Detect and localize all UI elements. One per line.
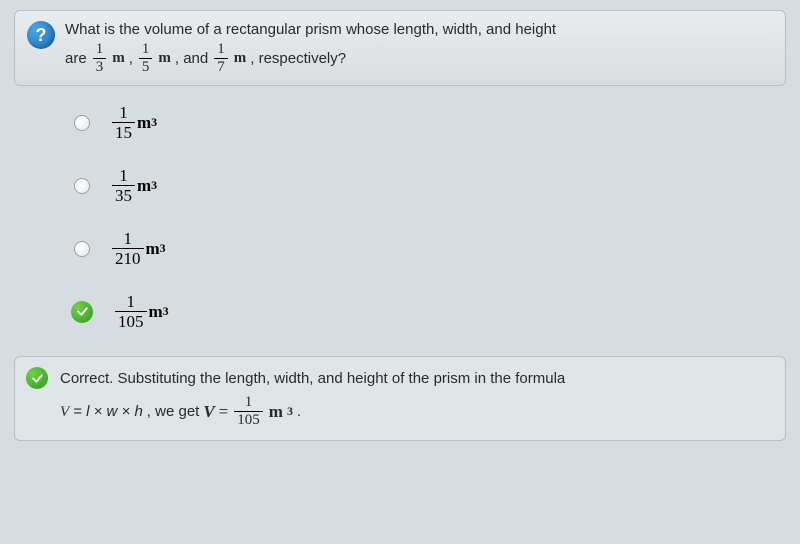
option-1[interactable]: 135m3 bbox=[74, 167, 786, 204]
result-fraction: 1 105 bbox=[234, 395, 263, 428]
help-icon: ? bbox=[27, 21, 55, 49]
fraction-1: 1 3 bbox=[93, 42, 107, 75]
radio-unchecked[interactable] bbox=[74, 241, 90, 257]
option-math: 115m3 bbox=[110, 104, 157, 141]
frac1-num: 1 bbox=[93, 42, 107, 58]
result-equation: V = 1 105 m3 bbox=[203, 395, 293, 428]
option-math: 1210m3 bbox=[110, 230, 166, 267]
opt-unit: m bbox=[149, 302, 163, 322]
res-exp: 3 bbox=[287, 402, 293, 421]
unit1: m bbox=[112, 48, 125, 69]
question-tail: , respectively? bbox=[250, 48, 346, 69]
unit2: m bbox=[158, 48, 171, 69]
option-fraction: 1105 bbox=[115, 293, 147, 330]
opt-num: 1 bbox=[116, 167, 131, 185]
opt-den: 105 bbox=[115, 311, 147, 330]
option-fraction: 135 bbox=[112, 167, 135, 204]
we-get: , we get bbox=[147, 400, 200, 424]
opt-num: 1 bbox=[124, 293, 139, 311]
res-num: 1 bbox=[242, 395, 256, 411]
feedback-line1: Correct. Substituting the length, width,… bbox=[60, 367, 565, 391]
sep2: , and bbox=[175, 48, 208, 69]
opt-exp: 3 bbox=[160, 241, 166, 256]
frac2-num: 1 bbox=[139, 42, 153, 58]
sep1: , bbox=[129, 48, 133, 69]
frac1-den: 3 bbox=[93, 58, 107, 75]
feedback-line2: V = l × w × h, we get V = 1 105 m3 . bbox=[60, 395, 565, 428]
frac3-den: 7 bbox=[214, 58, 228, 75]
question-text: What is the volume of a rectangular pris… bbox=[65, 19, 556, 75]
option-fraction: 115 bbox=[112, 104, 135, 141]
radio-unchecked[interactable] bbox=[74, 115, 90, 131]
opt-den: 15 bbox=[112, 122, 135, 141]
frac2-den: 5 bbox=[139, 58, 153, 75]
question-line2: are 1 3 m, 1 5 m, and 1 7 m, respectivel… bbox=[65, 42, 556, 75]
text-are: are bbox=[65, 48, 87, 69]
opt-exp: 3 bbox=[151, 115, 157, 130]
opt-num: 1 bbox=[116, 104, 131, 122]
opt-den: 35 bbox=[112, 185, 135, 204]
opt-den: 210 bbox=[112, 248, 144, 267]
opt-unit: m bbox=[137, 113, 151, 133]
period: . bbox=[297, 400, 301, 424]
frac3-num: 1 bbox=[214, 42, 228, 58]
eq-sign: = bbox=[219, 398, 229, 425]
option-math: 1105m3 bbox=[113, 293, 169, 330]
question-box: ? What is the volume of a rectangular pr… bbox=[14, 10, 786, 86]
opt-exp: 3 bbox=[163, 304, 169, 319]
option-2[interactable]: 1210m3 bbox=[74, 230, 786, 267]
radio-unchecked[interactable] bbox=[74, 178, 90, 194]
res-unit: m bbox=[269, 398, 283, 425]
formula-rest: = l × w × h bbox=[73, 400, 143, 424]
res-den: 105 bbox=[234, 411, 263, 428]
feedback-box: Correct. Substituting the length, width,… bbox=[14, 356, 786, 441]
formula-V: V bbox=[60, 400, 69, 424]
option-fraction: 1210 bbox=[112, 230, 144, 267]
unit3: m bbox=[234, 48, 247, 69]
fraction-3: 1 7 bbox=[214, 42, 228, 75]
options-list: 115m3135m31210m31105m3 bbox=[74, 104, 786, 330]
feedback-text: Correct. Substituting the length, width,… bbox=[60, 367, 565, 428]
opt-num: 1 bbox=[121, 230, 136, 248]
opt-unit: m bbox=[137, 176, 151, 196]
option-3[interactable]: 1105m3 bbox=[74, 293, 786, 330]
check-icon bbox=[26, 367, 48, 389]
option-0[interactable]: 115m3 bbox=[74, 104, 786, 141]
opt-exp: 3 bbox=[151, 178, 157, 193]
option-math: 135m3 bbox=[110, 167, 157, 204]
result-V: V bbox=[203, 398, 214, 425]
check-icon bbox=[71, 301, 93, 323]
fraction-2: 1 5 bbox=[139, 42, 153, 75]
question-line1: What is the volume of a rectangular pris… bbox=[65, 19, 556, 40]
opt-unit: m bbox=[146, 239, 160, 259]
